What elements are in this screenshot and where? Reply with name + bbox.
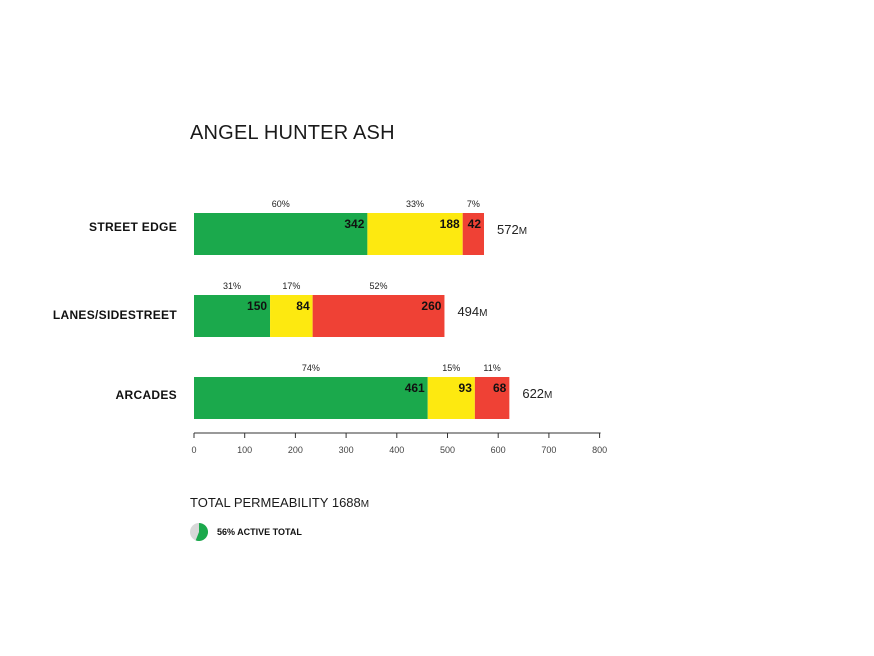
- percent-label-arcades-seg-0: 74%: [302, 363, 320, 373]
- total-label-arcades: 622M: [522, 386, 552, 401]
- legend: 56% ACTIVE TOTAL: [189, 522, 302, 542]
- total-label-lanes-sidestreet: 494M: [457, 304, 487, 319]
- active-total-pie-icon: [190, 523, 208, 541]
- bar-street-edge-seg-1: [367, 213, 463, 255]
- x-tick-label-700: 700: [541, 445, 556, 455]
- total-unit-lanes-sidestreet: M: [479, 308, 487, 319]
- row-label-street-edge: STREET EDGE: [89, 220, 177, 234]
- chart-title: ANGEL HUNTER ASH: [190, 122, 395, 144]
- value-label-lanes-sidestreet-seg-1: 84: [296, 299, 310, 313]
- bar-lanes-sidestreet-seg-2: [312, 295, 445, 337]
- percent-label-arcades-seg-2: 11%: [483, 363, 500, 373]
- percent-label-lanes-sidestreet-seg-2: 52%: [370, 281, 388, 291]
- bar-arcades-seg-2: [474, 377, 510, 419]
- total-permeability-label: TOTAL PERMEABILITY 1688: [190, 495, 361, 510]
- bar-lanes-sidestreet-seg-0: [194, 295, 271, 337]
- total-permeability: TOTAL PERMEABILITY 1688M: [190, 495, 369, 510]
- bar-street-edge-seg-2: [462, 213, 485, 255]
- x-tick-label-300: 300: [339, 445, 354, 455]
- percent-label-street-edge-seg-1: 33%: [406, 199, 424, 209]
- legend-label: 56% ACTIVE TOTAL: [217, 527, 302, 537]
- value-label-arcades-seg-0: 461: [405, 381, 425, 395]
- value-label-lanes-sidestreet-seg-2: 260: [421, 299, 441, 313]
- value-label-arcades-seg-2: 68: [493, 381, 507, 395]
- percent-label-arcades-seg-1: 15%: [442, 363, 460, 373]
- bar-arcades-seg-1: [427, 377, 475, 419]
- row-label-lanes-sidestreet: LANES/SIDESTREET: [52, 308, 177, 322]
- value-label-arcades-seg-1: 93: [459, 381, 473, 395]
- x-tick-label-800: 800: [592, 445, 607, 455]
- x-tick-label-400: 400: [389, 445, 404, 455]
- percent-label-street-edge-seg-0: 60%: [272, 199, 290, 209]
- x-tick-label-0: 0: [191, 445, 196, 455]
- percent-label-street-edge-seg-2: 7%: [467, 199, 480, 209]
- value-label-lanes-sidestreet-seg-0: 150: [247, 299, 267, 313]
- x-tick-label-500: 500: [440, 445, 455, 455]
- percent-label-lanes-sidestreet-seg-1: 17%: [282, 281, 300, 291]
- x-tick-label-200: 200: [288, 445, 303, 455]
- value-label-street-edge-seg-0: 342: [344, 217, 364, 231]
- total-permeability-unit: M: [360, 499, 370, 510]
- value-label-street-edge-seg-1: 188: [440, 217, 460, 231]
- total-unit-street-edge: M: [519, 226, 527, 237]
- legend-pie-active: [195, 523, 208, 541]
- bar-lanes-sidestreet-seg-1: [270, 295, 313, 337]
- bar-arcades-seg-0: [194, 377, 428, 419]
- bar-street-edge-seg-0: [194, 213, 368, 255]
- total-unit-arcades: M: [544, 390, 552, 401]
- percent-label-lanes-sidestreet-seg-0: 31%: [223, 281, 241, 291]
- value-label-street-edge-seg-2: 42: [468, 217, 482, 231]
- x-tick-label-600: 600: [491, 445, 506, 455]
- total-label-street-edge: 572M: [497, 222, 527, 237]
- x-tick-label-100: 100: [237, 445, 252, 455]
- row-label-arcades: ARCADES: [115, 388, 177, 402]
